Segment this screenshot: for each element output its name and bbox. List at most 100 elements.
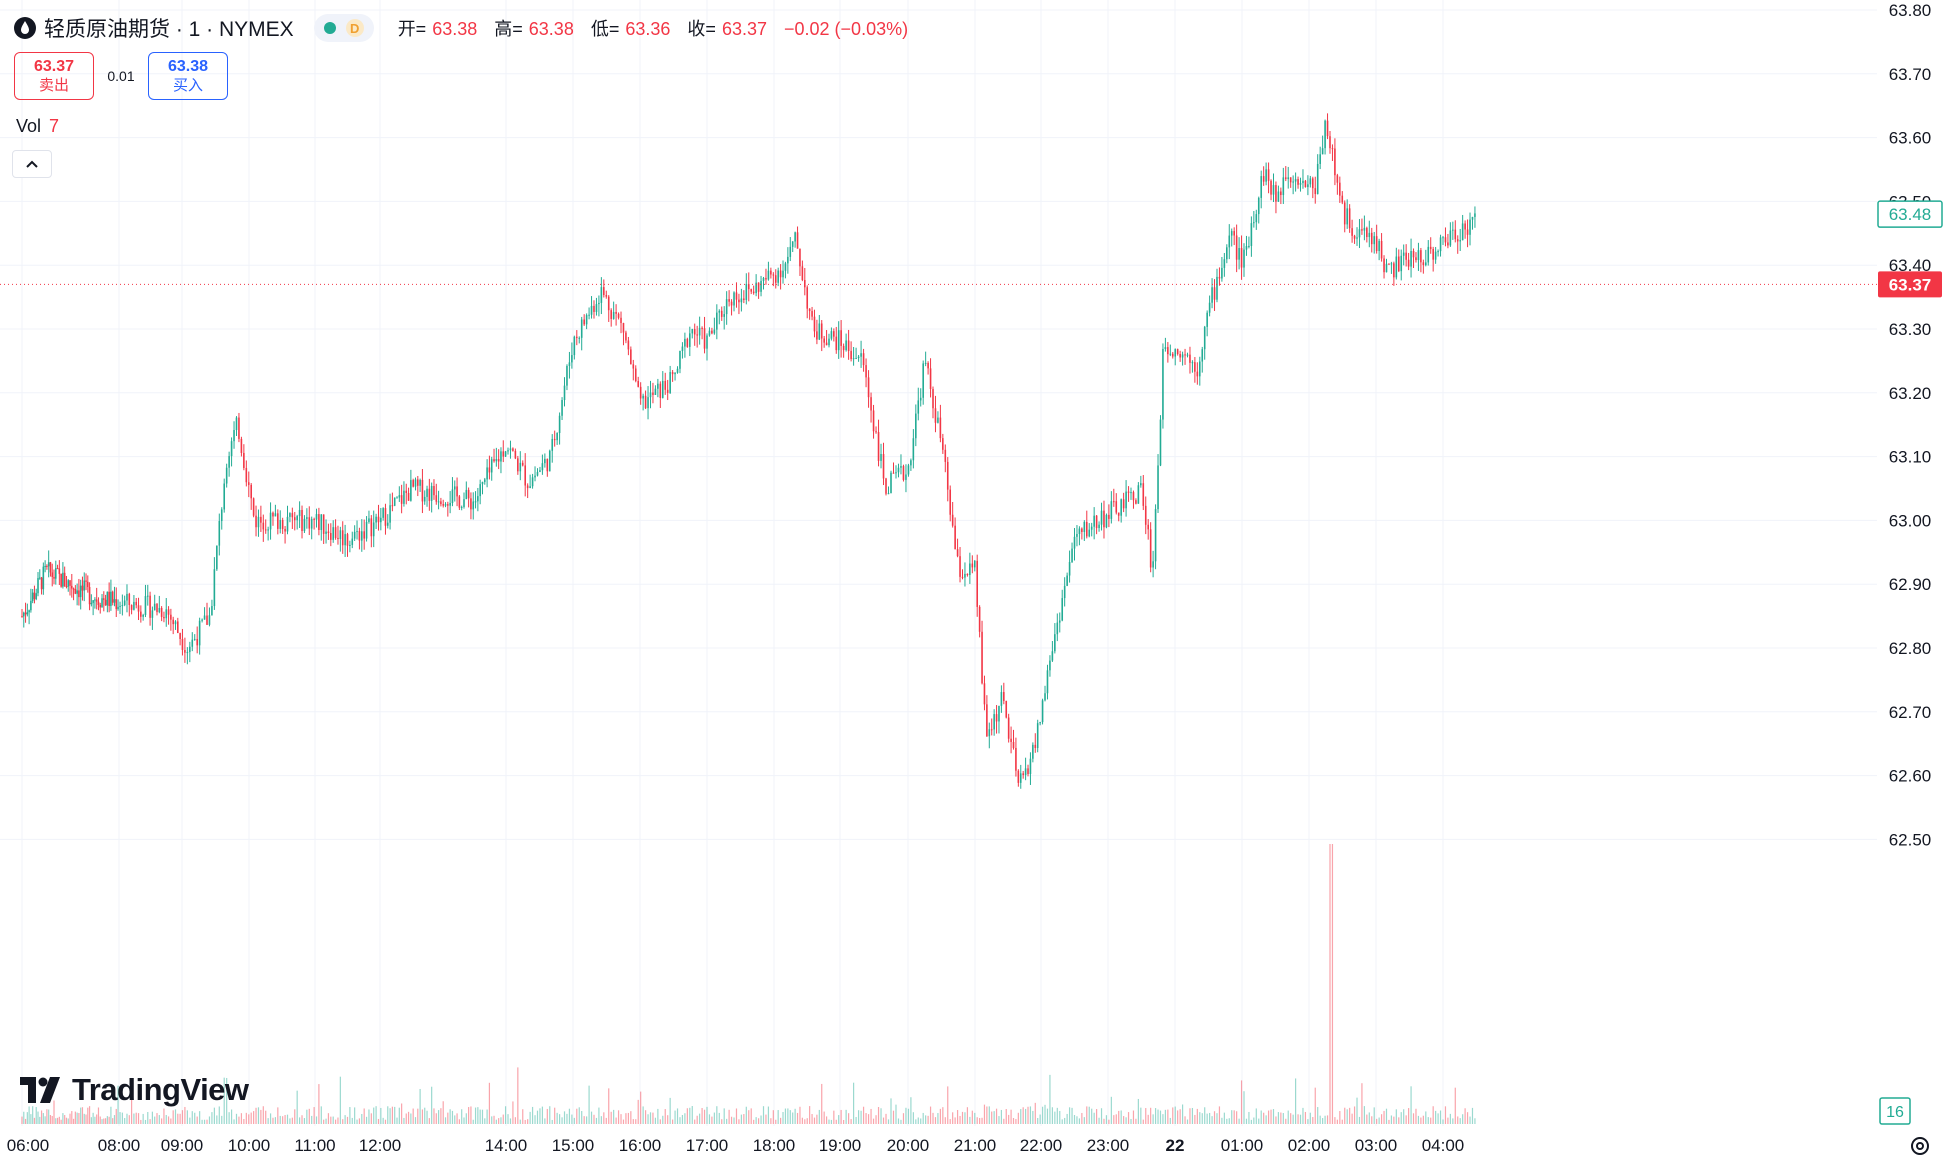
symbol-title[interactable]: 轻质原油期货 · 1 · NYMEX [44, 18, 294, 41]
volume-bar [117, 1085, 119, 1124]
candle-body [1054, 634, 1056, 652]
volume-bar [147, 1112, 149, 1124]
market-status[interactable]: D [313, 14, 374, 42]
candle-body [423, 496, 426, 502]
volume-bar [349, 1107, 351, 1124]
candle-body [521, 462, 524, 466]
volume-bar [610, 1111, 612, 1124]
candle-body [1248, 245, 1250, 247]
volume-bar [828, 1119, 830, 1124]
open-value: 63.38 [432, 19, 478, 39]
candle-body [90, 602, 93, 605]
volume-bar [1051, 1107, 1053, 1124]
volume-bar [974, 1112, 976, 1124]
candle-body [1434, 251, 1437, 260]
volume-bar [546, 1108, 548, 1124]
volume-bar [551, 1119, 553, 1124]
candle-body [1361, 229, 1363, 231]
volume-bar [85, 1114, 87, 1124]
candle-body [762, 277, 765, 281]
volume-bar [48, 1109, 50, 1124]
candle-body [937, 417, 939, 423]
buy-button[interactable]: 63.38 买入 [148, 52, 228, 100]
candle-body [1346, 208, 1348, 225]
candle-body [344, 534, 346, 546]
volume-bar [635, 1119, 637, 1124]
volume-bar [907, 1108, 910, 1124]
volume-bar [1422, 1115, 1424, 1124]
volume-bar [853, 1082, 855, 1124]
volume-bar [517, 1067, 519, 1124]
change-value: −0.02 (−0.03%) [784, 19, 909, 39]
price-axis[interactable]: 63.8063.7063.6063.5063.4063.3063.2063.10… [1889, 1, 1932, 849]
volume-bar [156, 1113, 158, 1124]
candle-body [181, 639, 184, 650]
volume-bar [681, 1114, 684, 1124]
volume-bar [605, 1117, 607, 1124]
candle-body [615, 311, 617, 314]
price-tick-label: 62.60 [1889, 767, 1932, 786]
volume-bar [536, 1110, 539, 1124]
collapse-button[interactable] [12, 150, 52, 178]
candle-body [1169, 353, 1172, 355]
candle-body [808, 308, 811, 312]
volume-bar [615, 1117, 617, 1124]
candle-body [1071, 548, 1073, 563]
candle-body [341, 530, 344, 546]
candle-body [720, 310, 723, 317]
candle-body [828, 338, 830, 346]
volume-bar [794, 1108, 796, 1124]
volume-bar [1417, 1115, 1420, 1124]
candle-body [842, 345, 845, 351]
volume-bar [767, 1106, 770, 1124]
candle-body [1400, 255, 1403, 272]
candle-body [26, 612, 29, 615]
volume-bar [860, 1110, 862, 1124]
candle-body [983, 683, 986, 705]
volume-bar [892, 1110, 895, 1124]
volume-bar [334, 1119, 337, 1124]
candle-body [281, 520, 284, 529]
volume-bar [1179, 1109, 1181, 1124]
volume-bar [1068, 1107, 1071, 1124]
volume-bar [417, 1108, 419, 1124]
candle-body [1085, 521, 1088, 537]
volume-bar [370, 1113, 372, 1124]
volume-bar [1100, 1108, 1103, 1124]
sell-button[interactable]: 63.37 卖出 [14, 52, 94, 100]
candle-body [770, 270, 772, 275]
volume-bar [961, 1111, 964, 1124]
volume-bar [149, 1119, 151, 1124]
volume-bar [226, 1077, 228, 1124]
candle-body [1235, 235, 1238, 260]
volume-bar [912, 1112, 914, 1124]
volume-bar [424, 1107, 426, 1124]
volume-bar [813, 1117, 816, 1124]
candle-body [1339, 182, 1341, 196]
volume-bar [784, 1108, 787, 1124]
volume-bar [87, 1107, 89, 1124]
volume-bar [108, 1116, 110, 1124]
candle-body [630, 349, 632, 365]
candle-body [534, 475, 536, 478]
volume-bar [519, 1119, 521, 1124]
volume-bar [1098, 1117, 1100, 1124]
time-axis[interactable]: 06:00 08:00 09:00 10:00 11:00 12:00 14:00 15:00… [7, 1136, 1465, 1155]
candle-body [165, 609, 168, 619]
tradingview-logo[interactable]: TradingView [20, 1072, 249, 1108]
settings-gear-icon[interactable] [1908, 1134, 1932, 1158]
candle-body [1115, 501, 1118, 513]
volume-bar [181, 1110, 184, 1124]
candle-body [600, 287, 603, 303]
candle-body [1343, 202, 1346, 225]
volume-bar [289, 1118, 291, 1124]
volume-bar [1010, 1109, 1012, 1124]
candle-body [917, 400, 920, 414]
candle-body [174, 621, 177, 625]
candle-body [1198, 361, 1201, 377]
candle-body [119, 605, 121, 607]
candle-body [568, 362, 571, 366]
candle-body [1245, 246, 1248, 250]
volume-legend[interactable]: Vol 7 [16, 116, 59, 137]
